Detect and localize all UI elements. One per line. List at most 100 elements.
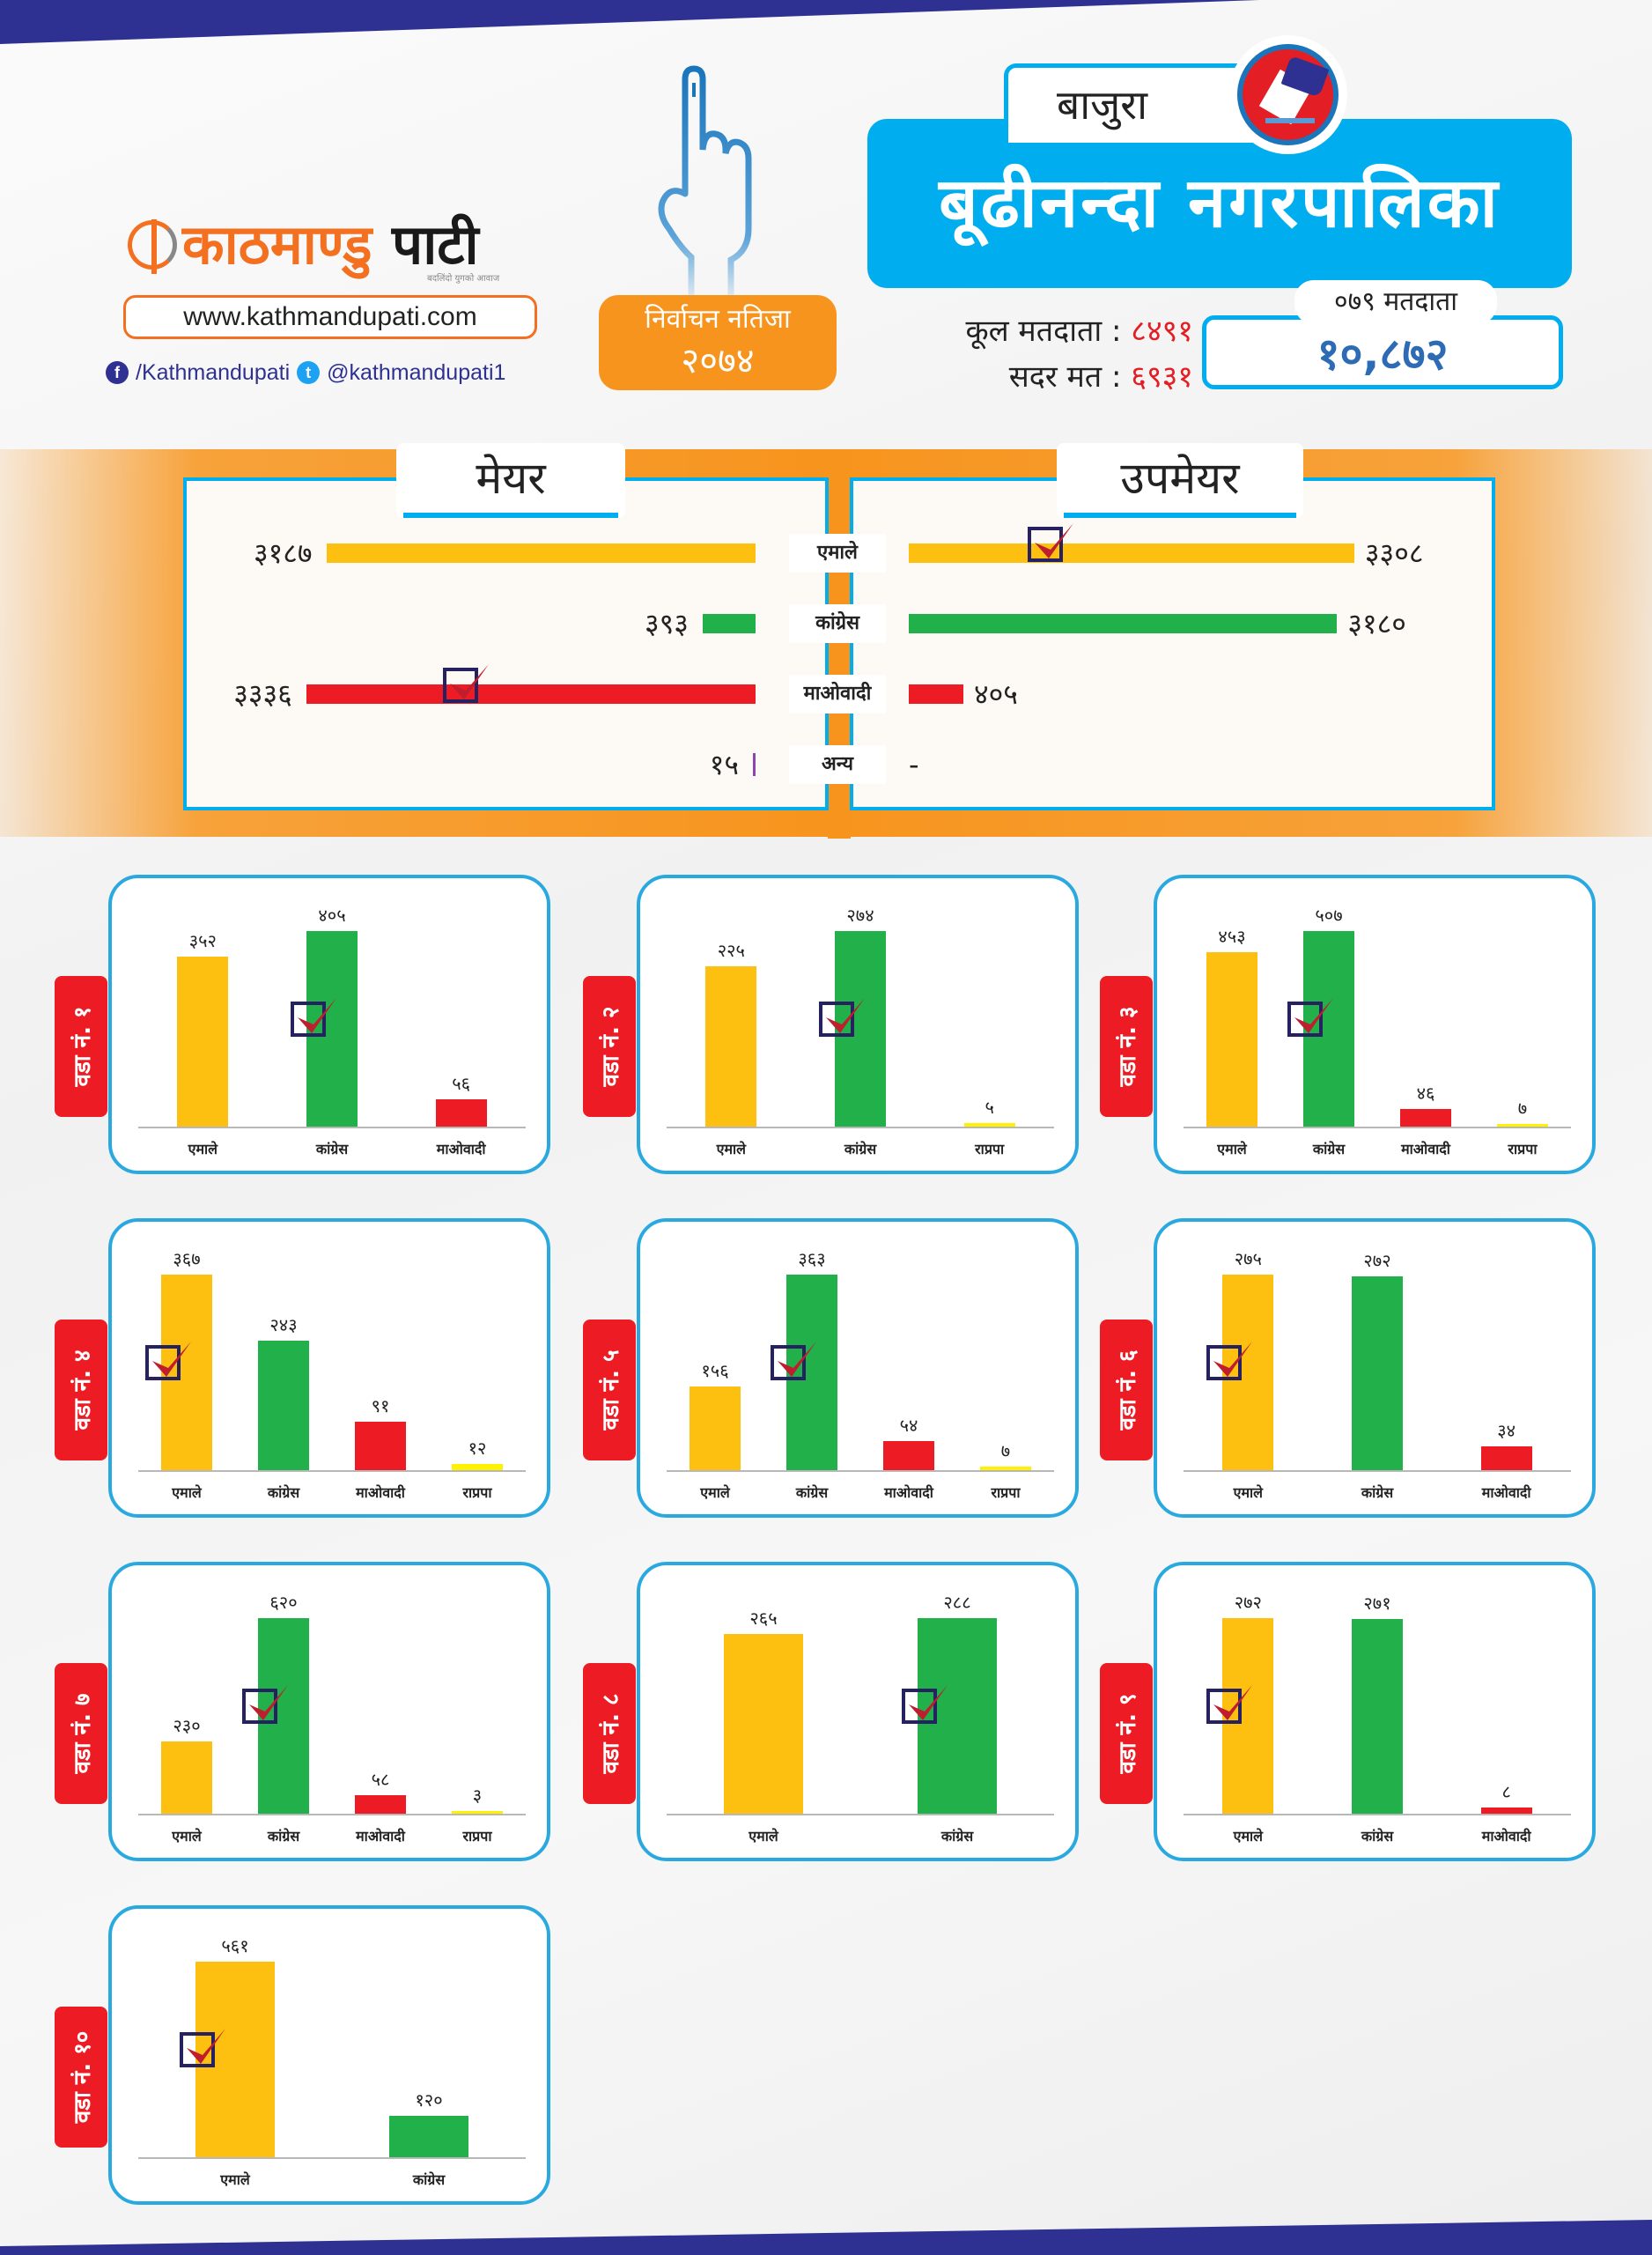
ward-card-5: १५६ एमाले ३६३ कांग्रेस ५४ माओवादी ७ राप्रपा <box>637 1218 1079 1518</box>
ward-10-bar-congress <box>389 2115 468 2157</box>
valid-votes-row: सदर मत : ६९३१ <box>867 354 1193 400</box>
mayor-bar-maoist <box>306 684 756 704</box>
ward-2-value-rpp: ५ <box>985 1096 994 1118</box>
ward-card-7: २३० एमाले ६२० कांग्रेस ५८ माओवादी ३ राप्रपा <box>108 1562 550 1861</box>
ward-6-bar-maoist <box>1480 1445 1532 1470</box>
mayor-bar-uml <box>326 543 756 563</box>
ward-9-bar-maoist <box>1480 1808 1532 1814</box>
facebook-handle[interactable]: /Kathmandupati <box>136 359 291 385</box>
ward-9-category-congress: कांग्रेस <box>1361 1828 1394 1845</box>
ward-4-bar-maoist <box>355 1421 406 1470</box>
ward-10-category-uml: एमाले <box>220 2171 250 2188</box>
mayor-value-congress: ३९३ <box>644 607 689 640</box>
deputy-mayor-value-uml: ३३०८ <box>1364 536 1424 570</box>
ward-5-value-rpp: ७ <box>1000 1439 1011 1461</box>
ward-5-category-maoist: माओवादी <box>884 1484 933 1501</box>
ward-9-value-congress: २७१ <box>1363 1592 1391 1614</box>
ward-9-category-maoist: माओवादी <box>1481 1828 1531 1845</box>
mayor-bar-other <box>753 753 756 776</box>
ward-5-category-congress: कांग्रेस <box>795 1484 829 1501</box>
ward-label-tab-6: वडा नं. ६ <box>1100 1320 1153 1460</box>
ward-3-category-uml: एमाले <box>1217 1141 1247 1157</box>
ward-1-value-uml: ३५२ <box>188 930 217 952</box>
ward-2-bar-uml <box>705 965 757 1127</box>
ward-card-6: २७५ एमाले २७२ कांग्रेस ३४ माओवादी <box>1154 1218 1596 1518</box>
deputy-mayor-bar-maoist <box>909 684 963 704</box>
twitter-icon: t <box>297 361 321 384</box>
ward-4-x-axis <box>138 1470 526 1472</box>
ward-title: वडा नं. ७ <box>70 1693 96 1774</box>
ward-1-category-uml: एमाले <box>188 1141 218 1157</box>
deputy-mayor-value-maoist: ४०५ <box>973 677 1018 711</box>
ward-8-value-uml: २६५ <box>749 1607 778 1629</box>
ward-3-category-rpp: राप्रपा <box>1508 1141 1538 1157</box>
ward-1-bar-congress <box>306 931 358 1127</box>
ward-6-winner-check-icon <box>1206 1341 1253 1380</box>
ward-6-value-maoist: ३४ <box>1497 1419 1516 1441</box>
deputy-mayor-bar-congress <box>909 614 1338 633</box>
ward-4-value-maoist: ९१ <box>371 1394 390 1416</box>
ward-8-winner-check-icon <box>902 1684 948 1724</box>
party-tag-other: अन्य <box>789 745 886 784</box>
website-url[interactable]: www.kathmandupati.com <box>123 295 537 339</box>
ward-card-10: ५६१ एमाले १२० कांग्रेस <box>108 1905 550 2205</box>
ward-10-bar-uml <box>195 1962 275 2157</box>
ward-10-value-uml: ५६१ <box>221 1935 249 1956</box>
ward-7-bar-congress <box>258 1618 309 1814</box>
ward-label-tab-10: वडा नं. १० <box>55 2007 107 2148</box>
ward-8-bar-uml <box>724 1633 803 1814</box>
ward-8-x-axis <box>667 1814 1054 1815</box>
ward-7-category-uml: एमाले <box>172 1828 202 1845</box>
ward-3-x-axis <box>1184 1127 1571 1128</box>
ward-1-value-congress: ४०५ <box>318 905 346 926</box>
ward-3-category-congress: कांग्रेस <box>1312 1141 1346 1157</box>
ward-6-category-congress: कांग्रेस <box>1361 1484 1394 1501</box>
ward-10-x-axis <box>138 2157 526 2159</box>
deputy-mayor-winner-check-icon <box>1028 523 1073 562</box>
ward-10-winner-check-icon <box>180 2028 225 2067</box>
ward-1-winner-check-icon <box>291 997 336 1037</box>
ward-4-category-maoist: माओवादी <box>356 1484 405 1501</box>
deputy-mayor-value-other: - <box>909 748 919 781</box>
ward-1-category-maoist: माओवादी <box>436 1141 486 1157</box>
ward-6-bar-uml <box>1222 1275 1274 1470</box>
ward-7-bar-rpp <box>452 1811 503 1814</box>
ward-7-x-axis <box>138 1814 526 1815</box>
ward-3-bar-maoist <box>1400 1108 1451 1127</box>
ward-title: वडा नं. ४ <box>70 1349 96 1431</box>
ward-10-category-congress: कांग्रेस <box>412 2171 446 2188</box>
ward-10-value-congress: १२० <box>415 2089 443 2111</box>
ward-9-x-axis <box>1184 1814 1571 1815</box>
ward-card-2: २२५ एमाले २७४ कांग्रेस ५ राप्रपा <box>637 875 1079 1174</box>
ward-4-value-rpp: १२ <box>468 1437 487 1459</box>
ward-title: वडा नं. ८ <box>598 1693 624 1774</box>
ward-label-tab-1: वडा नं. १ <box>55 976 107 1117</box>
ward-6-value-congress: २७२ <box>1363 1250 1391 1272</box>
result-label: निर्वाचन नतिजा <box>645 304 791 335</box>
ward-title: वडा नं. ३ <box>1115 1006 1141 1087</box>
ward-9-bar-congress <box>1352 1618 1403 1814</box>
ward-6-category-uml: एमाले <box>1233 1484 1264 1501</box>
ward-2-category-uml: एमाले <box>716 1141 747 1157</box>
ward-5-category-rpp: राप्रपा <box>991 1484 1021 1501</box>
ward-3-bar-rpp <box>1497 1123 1548 1127</box>
ward-card-1: ३५२ एमाले ४०५ कांग्रेस ५६ माओवादी <box>108 875 550 1174</box>
total-voters-label: कूल मतदाता : <box>965 314 1122 349</box>
ward-3-category-maoist: माओवादी <box>1401 1141 1450 1157</box>
ward-label-tab-9: वडा नं. ९ <box>1100 1663 1153 1804</box>
voter-stats: कूल मतदाता : ८४९१ सदर मत : ६९३१ <box>867 308 1193 400</box>
ward-4-category-congress: कांग्रेस <box>267 1484 300 1501</box>
mayor-value-maoist: ३३३६ <box>233 677 292 711</box>
ward-4-bar-congress <box>258 1341 309 1470</box>
twitter-handle[interactable]: @kathmandupati1 <box>327 359 506 385</box>
ward-5-bar-rpp <box>980 1466 1031 1470</box>
ward-4-bar-uml <box>161 1275 212 1470</box>
ward-7-value-congress: ६२० <box>269 1592 298 1613</box>
ward-6-bar-congress <box>1352 1276 1403 1470</box>
ward-label-tab-4: वडा नं. ४ <box>55 1320 107 1460</box>
total-voters-row: कूल मतदाता : ८४९१ <box>867 308 1193 354</box>
center-connector <box>828 477 851 839</box>
ward-title: वडा नं. २ <box>598 1006 624 1087</box>
ward-3-value-uml: ४५३ <box>1218 925 1246 947</box>
ward-2-category-congress: कांग्रेस <box>844 1141 877 1157</box>
